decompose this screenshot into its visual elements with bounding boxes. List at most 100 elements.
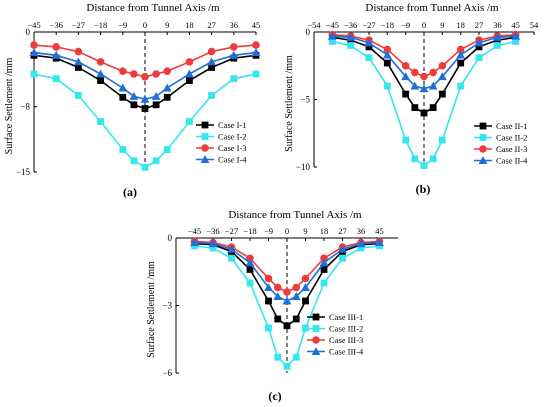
data-point <box>246 254 254 263</box>
data-point <box>283 362 291 370</box>
x-tick-label: 54 <box>530 20 539 30</box>
data-point <box>186 77 193 84</box>
y-tick-label: −8 <box>20 102 30 112</box>
data-point <box>119 67 127 75</box>
series-3 <box>30 41 260 81</box>
y-axis-title: Surface Settlement /mm <box>146 261 157 358</box>
data-point <box>97 118 104 125</box>
x-tick-label: −18 <box>243 226 256 236</box>
data-point <box>401 72 411 81</box>
x-tick-label: −9 <box>118 20 127 30</box>
data-point <box>301 283 310 292</box>
data-point <box>327 31 337 40</box>
data-point <box>302 324 309 332</box>
data-point <box>52 75 60 83</box>
data-point <box>382 50 392 59</box>
x-tick-label: −36 <box>50 20 63 30</box>
data-point <box>356 239 366 248</box>
data-point <box>339 254 346 262</box>
data-point <box>411 68 419 77</box>
legend-marker <box>479 134 487 141</box>
data-point <box>511 31 521 40</box>
x-tick-label: −27 <box>72 20 85 30</box>
data-point <box>292 283 301 292</box>
data-point <box>274 353 282 361</box>
data-point <box>475 43 483 51</box>
y-tick-label: −5 <box>300 95 310 105</box>
data-point <box>96 58 105 66</box>
legend-marker <box>479 145 487 153</box>
data-point <box>319 258 329 267</box>
data-point <box>383 45 392 54</box>
data-point <box>163 146 171 153</box>
x-tick-label: −36 <box>344 20 357 30</box>
data-point <box>402 136 410 144</box>
data-point <box>274 315 282 323</box>
x-tick-label: 27 <box>338 226 347 236</box>
data-point <box>97 77 104 84</box>
data-point <box>119 146 127 153</box>
y-tick-label: −15 <box>16 167 31 177</box>
data-point <box>152 101 160 109</box>
data-point <box>292 315 300 323</box>
x-tick-label: 18 <box>185 20 194 30</box>
data-point <box>411 155 419 163</box>
x-axis-title: Distance from Tunnel Axis /m <box>86 2 220 14</box>
legend-marker <box>479 122 487 130</box>
data-point <box>301 274 310 283</box>
legend-label: Case III-1 <box>329 312 363 322</box>
legend-label: Case II-1 <box>496 121 527 131</box>
data-point <box>320 254 328 263</box>
data-point <box>273 283 282 292</box>
data-point <box>75 64 82 71</box>
y-tick-label: 0 <box>26 27 31 37</box>
data-point <box>475 54 483 62</box>
x-tick-label: 45 <box>252 20 261 30</box>
data-point <box>208 92 215 99</box>
panel-label: (a) <box>123 185 137 199</box>
x-tick-label: −45 <box>27 20 40 30</box>
data-point <box>437 72 447 81</box>
data-point <box>265 324 272 332</box>
legend-label: Case III-4 <box>329 347 364 357</box>
data-point <box>265 297 272 305</box>
data-point <box>141 163 149 171</box>
legend-label: Case I-1 <box>218 120 247 130</box>
data-point <box>186 118 193 125</box>
data-point <box>364 38 374 47</box>
legend-marker <box>312 313 320 321</box>
data-point <box>420 162 428 170</box>
data-point <box>320 279 328 287</box>
data-point <box>251 48 261 57</box>
data-point <box>229 50 239 59</box>
data-point <box>96 69 105 78</box>
x-tick-label: 9 <box>303 226 307 236</box>
y-tick-label: −6 <box>162 368 172 378</box>
data-point <box>152 157 160 165</box>
x-tick-label: 27 <box>207 20 216 30</box>
data-point <box>230 43 238 51</box>
series-2 <box>328 38 520 170</box>
data-point <box>456 50 466 59</box>
data-point <box>365 54 373 62</box>
legend-label: Case III-2 <box>329 324 363 334</box>
x-tick-label: 18 <box>456 20 465 30</box>
series-4 <box>327 31 521 93</box>
data-point <box>29 48 39 57</box>
data-point <box>283 288 291 296</box>
data-point <box>401 61 410 70</box>
data-point <box>428 81 438 90</box>
x-tick-label: 36 <box>357 226 366 236</box>
data-point <box>151 92 161 100</box>
data-point <box>30 70 38 78</box>
y-axis-title: Surface Settlement /mm <box>4 57 15 154</box>
data-point <box>457 59 465 67</box>
data-point <box>375 238 384 247</box>
data-point <box>130 70 138 78</box>
data-point <box>410 81 420 90</box>
x-tick-label: −36 <box>206 226 219 236</box>
data-point <box>130 101 138 109</box>
data-point <box>347 42 355 49</box>
